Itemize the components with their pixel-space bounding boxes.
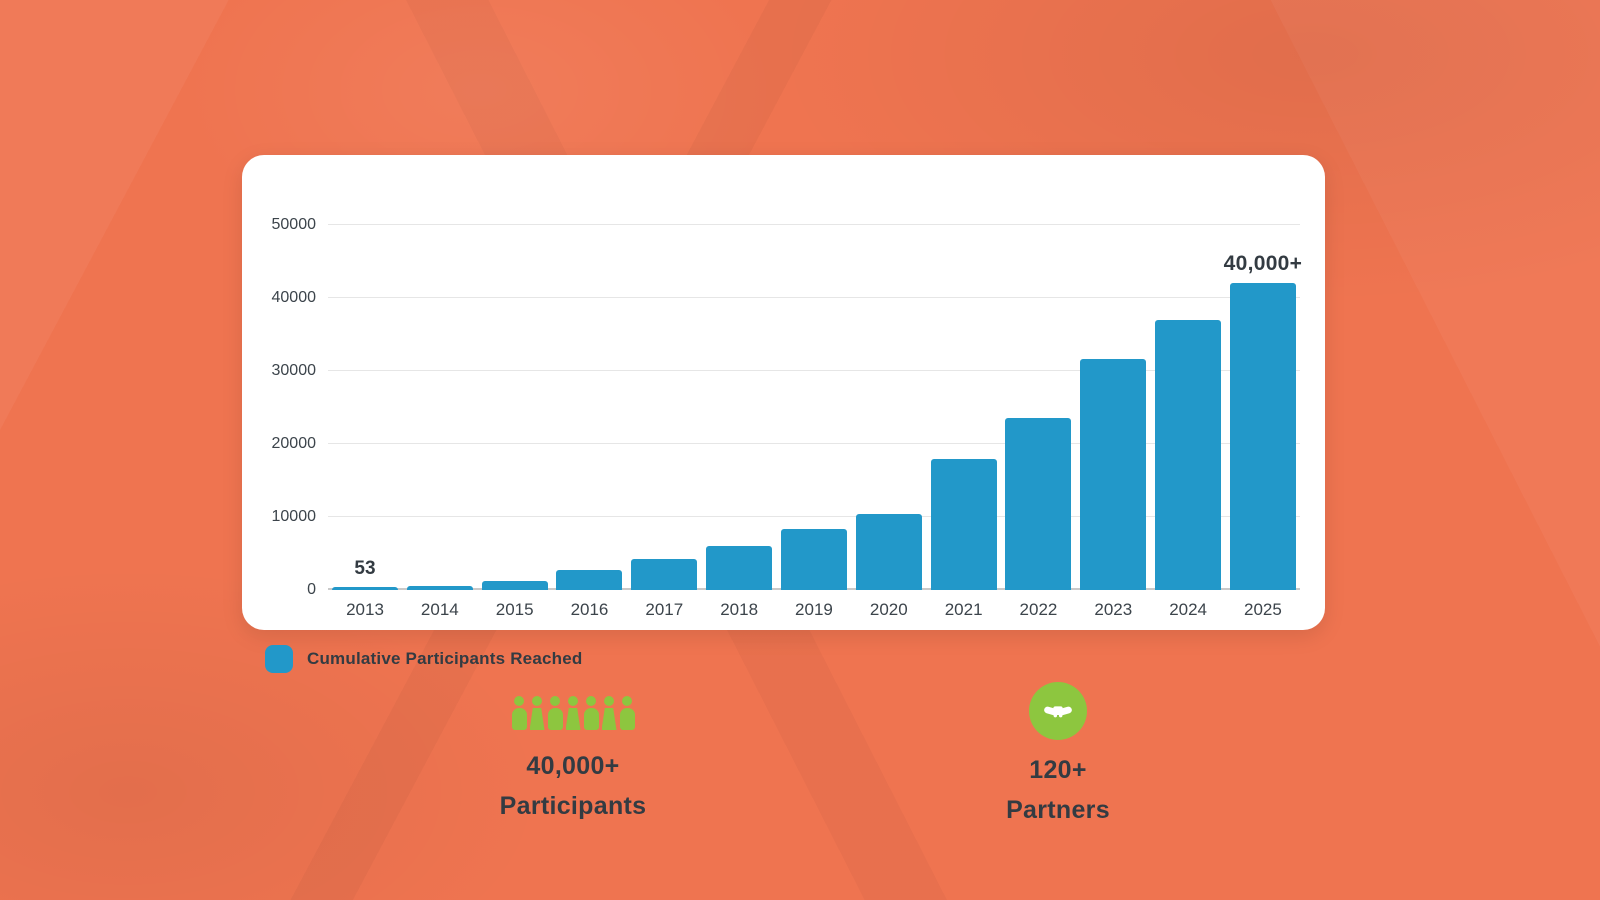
y-tick-label: 40000 (271, 289, 317, 306)
bar-slot-2018 (706, 225, 773, 590)
x-tick-label: 2021 (944, 600, 983, 619)
gridline (328, 224, 1300, 225)
x-tick-label: 2013 (346, 600, 384, 619)
bar-2021 (930, 458, 997, 590)
partners-value: 120+ (1029, 756, 1087, 784)
bar-slot-2020 (855, 225, 922, 590)
y-tick-label: 50000 (271, 216, 317, 233)
bar-slot-2016 (556, 225, 623, 590)
person-icon (511, 696, 527, 730)
x-tick-label: 2024 (1169, 600, 1208, 619)
bar-slot-2023 (1080, 225, 1147, 590)
x-tick-label: 2018 (720, 600, 759, 619)
gridline (328, 370, 1300, 371)
bar-slot-2013: 53 (332, 225, 398, 590)
gridline (328, 516, 1300, 517)
x-tick-label: 2025 (1244, 600, 1282, 619)
x-axis: 2013 2014 2015 2016 2017 2018 2019 2020 2021 2022… (328, 600, 1300, 620)
y-axis: 0 10000 20000 30000 40000 50000 (242, 216, 317, 598)
bar-2016 (556, 570, 623, 590)
person-icon (547, 696, 563, 730)
bar-2025 (1229, 283, 1296, 590)
participants-value: 40,000+ (526, 752, 620, 780)
bar-2024 (1155, 319, 1222, 590)
y-tick-label: 30000 (271, 362, 317, 379)
bar-2019 (780, 529, 847, 590)
bar-2018 (706, 546, 773, 590)
chart-legend: Cumulative Participants Reached (265, 645, 582, 673)
partners-label: Partners (1006, 796, 1110, 824)
person-icon (619, 696, 635, 730)
gridline (328, 443, 1300, 444)
bar-slot-2017 (631, 225, 698, 590)
bar-2014 (406, 585, 473, 590)
person-icon (583, 696, 599, 730)
bar-slot-2025: 40,000+ (1224, 225, 1302, 590)
legend-swatch (265, 645, 293, 673)
participants-label: Participants (499, 792, 647, 820)
y-tick-label: 0 (307, 581, 316, 598)
person-icon (566, 696, 581, 730)
y-tick-label: 10000 (271, 508, 317, 525)
bar-value-label: 40,000+ (1223, 252, 1303, 276)
bar-slot-2019 (780, 225, 847, 590)
bar-slot-2014 (406, 225, 473, 590)
bar-slot-2022 (1005, 225, 1072, 590)
bar-slot-2021 (930, 225, 997, 590)
stat-participants: 40,000+ Participants (458, 694, 688, 821)
bar-2013 (332, 587, 398, 590)
bar-value-label: 53 (354, 558, 376, 579)
x-tick-label: 2014 (420, 600, 459, 619)
people-row-icon (458, 694, 688, 730)
bar-2023 (1080, 358, 1147, 590)
bar-series: 53 40,000+ (328, 225, 1302, 590)
person-icon (530, 696, 545, 730)
bar-2017 (631, 559, 698, 590)
gridline (328, 297, 1300, 298)
bar-2022 (1005, 418, 1072, 590)
person-icon (602, 696, 617, 730)
x-tick-label: 2020 (869, 600, 908, 619)
plot-area: 53 40,000+ (328, 224, 1302, 590)
bar-2015 (481, 580, 548, 590)
legend-label: Cumulative Participants Reached (307, 649, 583, 668)
x-tick-label: 2015 (495, 600, 534, 619)
x-tick-label: 2019 (795, 600, 833, 619)
y-tick-label: 20000 (271, 435, 317, 452)
x-tick-label: 2022 (1019, 600, 1058, 619)
x-tick-label: 2023 (1094, 600, 1133, 619)
stat-partners: 120+ Partners (943, 682, 1173, 825)
x-tick-label: 2017 (645, 600, 684, 619)
chart-card: 0 10000 20000 30000 40000 50000 53 40,000+ 201… (242, 155, 1325, 630)
cumulative-participants-chart: 0 10000 20000 30000 40000 50000 53 40,000+ 201… (242, 155, 1325, 630)
bar-slot-2015 (481, 225, 548, 590)
bar-2020 (855, 514, 922, 590)
handshake-icon (1029, 682, 1087, 740)
bar-slot-2024 (1155, 225, 1222, 590)
x-tick-label: 2016 (570, 600, 609, 619)
